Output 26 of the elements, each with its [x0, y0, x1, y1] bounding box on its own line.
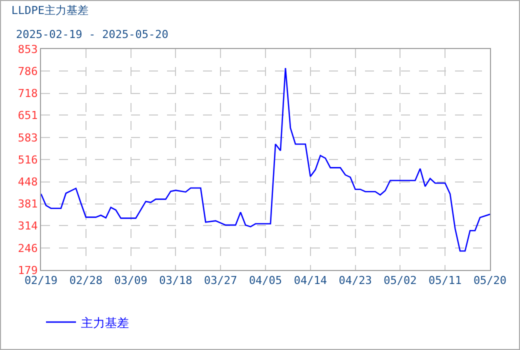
line-series: [41, 67, 490, 252]
x-tick-label: 04/23: [338, 274, 372, 288]
legend-label: 主力基差: [81, 316, 129, 330]
chart-title: LLDPE主力基差: [11, 4, 88, 17]
x-tick-label: 03/09: [114, 274, 148, 288]
y-tick-label: 786: [18, 64, 38, 78]
x-tick-label: 05/11: [428, 274, 462, 288]
y-tick-label: 246: [18, 242, 38, 255]
x-tick-label: 05/02: [384, 274, 417, 288]
y-tick-label: 314: [18, 220, 38, 233]
chart-subtitle: 2025-02-19 - 2025-05-20: [16, 28, 168, 41]
y-tick-label: 853: [18, 42, 38, 56]
y-tick-label: 179: [18, 264, 38, 277]
x-tick-label: 05/20: [473, 274, 507, 288]
x-tick-label: 02/19: [24, 274, 58, 288]
y-tick-label: 448: [18, 176, 38, 189]
x-tick-label: 04/14: [294, 274, 328, 288]
x-tick-label: 03/18: [159, 274, 192, 288]
y-tick-label: 381: [18, 198, 38, 211]
y-tick-label: 516: [18, 153, 38, 166]
x-tick-label: 03/27: [204, 274, 238, 288]
y-tick-label: 651: [18, 109, 38, 122]
y-tick-label: 583: [18, 131, 38, 144]
x-tick-label: 04/05: [248, 274, 282, 288]
y-tick-label: 718: [18, 87, 38, 100]
x-tick-label: 02/28: [69, 274, 102, 288]
